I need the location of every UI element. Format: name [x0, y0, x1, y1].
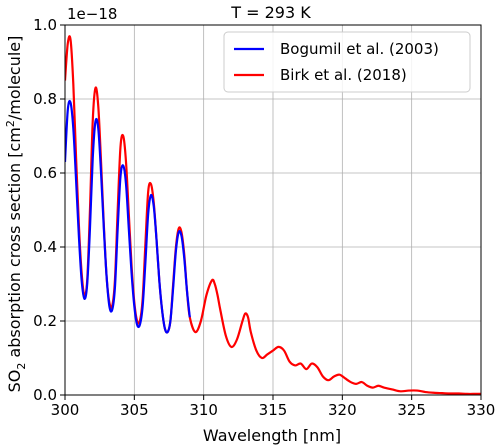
offset-text: 1e−18	[67, 5, 117, 23]
y-label-tail: /molecule]	[5, 36, 24, 121]
chart-title: T = 293 K	[230, 3, 311, 22]
series-line-bogumil	[65, 99, 191, 334]
series-layer	[65, 35, 481, 395]
legend: Bogumil et al. (2003) Birk et al. (2018)	[223, 31, 471, 93]
ticks: 300 305 310 315 320 325 330 0.0 0.2 0.4 0.6 0.8 1.0	[33, 16, 495, 419]
y-tick-label: 0.8	[33, 90, 57, 108]
y-axis-label: SO2 absorption cross section [cm2/molecu…	[4, 36, 28, 393]
x-tick-label: 300	[51, 401, 80, 419]
y-tick-label: 0.0	[33, 386, 57, 404]
x-tick-label: 310	[189, 401, 218, 419]
x-tick-label: 305	[120, 401, 149, 419]
y-label-rest: absorption cross section [cm	[5, 127, 24, 363]
legend-box	[223, 31, 471, 93]
x-tick-label: 315	[259, 401, 288, 419]
x-tick-label: 325	[397, 401, 426, 419]
y-label-so: SO	[5, 370, 24, 393]
legend-label-bogumil: Bogumil et al. (2003)	[280, 40, 439, 58]
y-tick-label: 0.4	[33, 238, 57, 256]
y-tick-label: 0.2	[33, 312, 57, 330]
x-axis-label: Wavelength [nm]	[203, 426, 341, 445]
x-tick-label: 320	[328, 401, 357, 419]
legend-label-birk: Birk et al. (2018)	[280, 66, 407, 84]
y-tick-label: 1.0	[33, 16, 57, 34]
y-label-sup: 2	[4, 120, 17, 127]
x-tick-label: 330	[467, 401, 496, 419]
y-label-sub: 2	[15, 363, 28, 370]
y-tick-label: 0.6	[33, 164, 57, 182]
